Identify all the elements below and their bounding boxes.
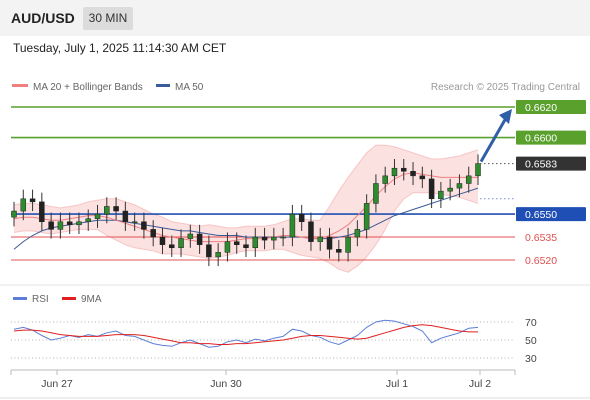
candle-body — [447, 187, 453, 192]
bollinger-upper — [13, 144, 479, 229]
candle-body — [317, 236, 323, 242]
ma50-legend-label: MA 50 — [175, 82, 204, 93]
candle-body — [141, 221, 147, 230]
x-axis: Jun 27 Jun 30 Jul 1 Jul 2 — [10, 370, 516, 390]
current-price-badge — [516, 156, 586, 171]
candle-body — [326, 236, 333, 250]
level-badge-resistance — [516, 100, 586, 114]
candle-body — [475, 163, 481, 177]
x-tick-label: Jul 1 — [386, 378, 408, 390]
candle-body — [215, 252, 221, 258]
candle-body — [289, 213, 296, 238]
candle-body — [159, 236, 166, 245]
chart-datetime: Tuesday, July 1, 2025 11:14:30 AM CET — [13, 41, 227, 55]
ma50-legend-swatch — [156, 84, 170, 87]
candle-body — [66, 221, 73, 226]
candle-body — [298, 213, 305, 223]
candle-body — [196, 233, 203, 245]
candle-body — [336, 249, 342, 253]
candle-body — [345, 236, 351, 253]
candle-body — [401, 167, 407, 172]
candle-body — [11, 210, 17, 218]
timeframe-badge[interactable]: 30 MIN — [83, 7, 133, 30]
rsi-panel: 70 50 30 — [11, 317, 537, 365]
candle-body — [39, 201, 45, 222]
bollinger-fill — [14, 145, 478, 273]
current-price-label: 0.6583 — [525, 159, 557, 171]
level-label-support: 0.6535 — [525, 232, 557, 244]
candle-body — [308, 221, 314, 242]
candle-body — [113, 206, 119, 212]
projection-arrow-head — [499, 109, 512, 124]
candle-body — [243, 244, 249, 249]
level-label-resistance: 0.6600 — [525, 133, 557, 145]
candle-body — [206, 244, 212, 258]
candle-body — [122, 210, 129, 222]
candle-body — [373, 183, 379, 204]
candle-body — [280, 236, 286, 239]
rsi-ma9-line — [13, 324, 478, 345]
rsi-legend-swatch — [13, 297, 27, 300]
candle-body — [104, 206, 110, 215]
instrument-title: AUD/USD — [11, 10, 75, 26]
ma9-legend-label: 9MA — [81, 294, 102, 305]
rsi-tick-label: 70 — [525, 317, 537, 329]
candle-body — [354, 229, 361, 238]
candle-body — [428, 178, 435, 200]
level-badge-resistance — [516, 130, 586, 145]
rsi-line — [13, 319, 479, 348]
candle-body — [131, 221, 138, 223]
candle-body — [224, 241, 231, 253]
candle-body — [20, 198, 27, 212]
candle-body — [57, 221, 64, 230]
main-legend: MA 20 + Bollinger Bands MA 50 Research ©… — [12, 82, 580, 93]
candle-body — [29, 198, 36, 203]
candle-body — [271, 236, 277, 241]
price-labels: 0.6620 0.6600 0.6550 0.6535 0.6520 0.6583 — [479, 100, 586, 267]
projection-arrow-shaft — [479, 117, 508, 163]
rsi-tick-label: 30 — [525, 353, 537, 365]
x-tick-label: Jun 27 — [41, 378, 73, 390]
candle-body — [261, 236, 268, 241]
candle-body — [382, 175, 388, 184]
rsi-legend: RSI 9MA — [13, 294, 102, 305]
candle-body — [76, 221, 82, 226]
level-label-resistance: 0.6620 — [525, 102, 557, 114]
ma9-legend-swatch — [62, 297, 76, 300]
x-tick-label: Jun 30 — [210, 378, 242, 390]
candle-body — [391, 167, 398, 177]
ma20-legend-label: MA 20 + Bollinger Bands — [33, 82, 143, 93]
candle-body — [456, 183, 463, 189]
candle-body — [150, 229, 156, 238]
candle-body — [94, 213, 101, 219]
candle-body — [419, 175, 426, 180]
rsi-tick-label: 50 — [525, 335, 537, 347]
level-label-pivot: 0.6550 — [525, 209, 557, 221]
candle-body — [85, 218, 91, 223]
candle-body — [178, 238, 184, 249]
credit-text: Research © 2025 Trading Central — [431, 82, 580, 93]
candle-body — [465, 175, 472, 184]
level-label-support: 0.6520 — [525, 255, 557, 267]
rsi-legend-label: RSI — [32, 294, 49, 305]
candle-body — [233, 241, 240, 245]
candle-body — [252, 236, 259, 249]
candle-body — [410, 171, 416, 177]
ma20-legend-swatch — [12, 84, 28, 87]
candle-body — [48, 221, 54, 230]
candles — [11, 154, 481, 267]
level-badge-pivot — [516, 207, 586, 222]
candle-body — [438, 190, 444, 200]
candle-body — [187, 233, 194, 239]
header-bar: AUD/USD 30 MIN — [0, 0, 590, 36]
x-tick-label: Jul 2 — [469, 378, 491, 390]
candle-body — [363, 203, 370, 230]
candle-body — [169, 244, 175, 249]
